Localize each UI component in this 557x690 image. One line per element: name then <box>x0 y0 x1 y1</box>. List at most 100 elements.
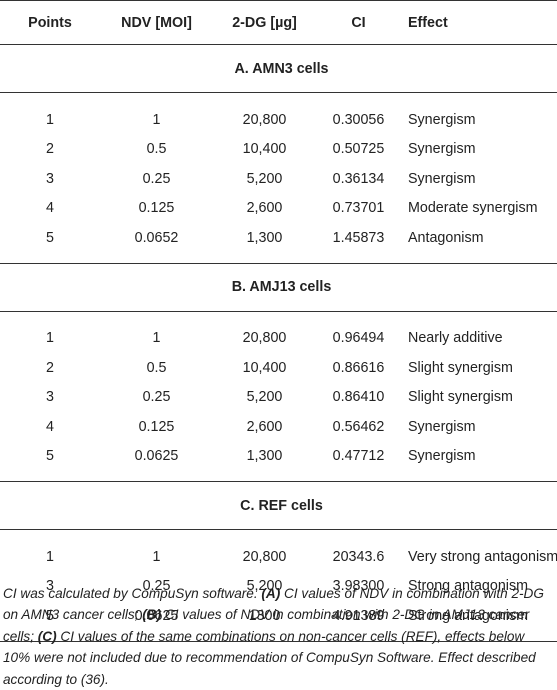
cell-ndv: 1 <box>152 330 161 347</box>
cell-2dg: 1,300 <box>246 448 283 465</box>
table-row: 3 0.25 5,200 0.86410 Slight synergism <box>0 383 557 413</box>
cell-ndv: 0.125 <box>138 418 175 435</box>
footnote-a-text: CI values of NDV in combination with 2-D… <box>3 586 544 623</box>
table-row: 2 0.5 10,400 0.50725 Synergism <box>0 135 557 165</box>
cell-2dg: 5,200 <box>246 389 283 406</box>
footnote-a-label: (A) <box>261 586 281 601</box>
cell-effect: Slight synergism <box>408 389 513 406</box>
cell-points: 3 <box>46 170 54 187</box>
section-spacer <box>0 530 557 543</box>
cell-ndv: 0.0652 <box>134 229 179 246</box>
cell-ci: 0.47712 <box>332 448 385 465</box>
cell-effect: Synergism <box>408 111 476 128</box>
table-body: A. AMN3 cells 1 1 20,800 0.30056 Synergism 2 0.… <box>0 44 557 642</box>
cell-effect: Synergism <box>408 418 476 435</box>
cell-ci: 20343.6 <box>332 548 385 565</box>
cell-ndv: 0.0625 <box>134 607 179 624</box>
cell-points: 2 <box>46 359 54 376</box>
table-row: 3 0.25 5,200 3.98300 Strong antagonism <box>0 572 557 602</box>
cell-points: 4 <box>46 418 54 435</box>
cell-points: 5 <box>46 607 54 624</box>
cell-ndv: 0.125 <box>138 200 175 217</box>
header-ndv: NDV [MOI] <box>100 0 213 45</box>
cell-ndv: 0.0625 <box>134 448 179 465</box>
cell-ci: 0.86410 <box>332 389 385 406</box>
table-row: 5 0.0652 1,300 1.45873 Antagonism <box>0 223 557 253</box>
cell-2dg: 2,600 <box>246 200 283 217</box>
cell-points: 4 <box>46 200 54 217</box>
cell-ndv: 0.25 <box>142 389 171 406</box>
cell-2dg: 5,200 <box>246 170 283 187</box>
cell-effect: Very strong antagonism <box>408 548 557 565</box>
header-effect: Effect <box>401 0 557 45</box>
cell-2dg: 1,300 <box>246 229 283 246</box>
cell-effect: Strong antagonism <box>408 578 529 595</box>
table-row: 1 1 20,800 0.96494 Nearly additive <box>0 324 557 354</box>
cell-ci: 4.91389 <box>332 607 385 624</box>
cell-2dg: 20,800 <box>242 548 287 565</box>
cell-ci: 0.96494 <box>332 330 385 347</box>
cell-ci: 0.30056 <box>332 111 385 128</box>
cell-ci: 0.56462 <box>332 418 385 435</box>
section-end-rule <box>0 630 557 642</box>
table-row: 1 1 20,800 0.30056 Synergism <box>0 105 557 135</box>
cell-points: 3 <box>46 578 54 595</box>
cell-effect: Slight synergism <box>408 359 513 376</box>
section-header-row: A. AMN3 cells <box>0 44 557 93</box>
section-title: A. AMN3 cells <box>0 44 557 93</box>
section-end-rule <box>0 471 557 482</box>
cell-2dg: 10,400 <box>242 359 287 376</box>
section-spacer <box>0 311 557 324</box>
table-row: 5 0.0625 1,300 0.47712 Synergism <box>0 442 557 472</box>
cell-ci: 1.45873 <box>332 229 385 246</box>
section-spacer <box>0 93 557 106</box>
cell-points: 1 <box>46 111 54 128</box>
table-header-row: Points NDV [MOI] 2-DG [µg] CI Effect <box>0 0 557 45</box>
table-row: 4 0.125 2,600 0.73701 Moderate synergism <box>0 194 557 224</box>
table-row: 2 0.5 10,400 0.86616 Slight synergism <box>0 353 557 383</box>
cell-effect: Antagonism <box>408 229 484 246</box>
ci-results-table: Points NDV [MOI] 2-DG [µg] CI Effect A. … <box>0 0 557 642</box>
cell-ndv: 1 <box>152 548 161 565</box>
header-points: Points <box>0 0 100 45</box>
cell-effect: Moderate synergism <box>408 200 538 217</box>
cell-points: 1 <box>46 330 54 347</box>
cell-ndv: 0.25 <box>142 578 171 595</box>
footnote-c-text: CI values of the same combinations on no… <box>3 628 536 687</box>
table-row: 4 0.125 2,600 0.56462 Synergism <box>0 412 557 442</box>
cell-2dg: 5,200 <box>246 578 283 595</box>
cell-effect: Nearly additive <box>408 330 503 347</box>
header-2dg: 2-DG [µg] <box>213 0 316 45</box>
cell-points: 1 <box>46 548 54 565</box>
section-title: B. AMJ13 cells <box>0 263 557 312</box>
cell-points: 2 <box>46 141 54 158</box>
cell-ndv: 0.25 <box>142 170 171 187</box>
cell-effect: Strong antagonism <box>408 607 529 624</box>
cell-2dg: 20,800 <box>242 111 287 128</box>
footnote-intro: CI was calculated by CompuSyn software. <box>3 586 262 601</box>
cell-ci: 3.98300 <box>332 578 385 595</box>
section-end-rule <box>0 252 557 264</box>
cell-effect: Synergism <box>408 141 476 158</box>
section-header-row: B. AMJ13 cells <box>0 263 557 312</box>
cell-ci: 0.86616 <box>332 359 385 376</box>
table-row: 3 0.25 5,200 0.36134 Synergism <box>0 164 557 194</box>
cell-effect: Synergism <box>408 448 476 465</box>
footnote-c-label: (C) <box>37 628 57 644</box>
cell-ndv: 0.5 <box>146 141 167 158</box>
cell-2dg: 10,400 <box>242 141 287 158</box>
section-title: C. REF cells <box>0 481 557 530</box>
cell-ci: 0.73701 <box>332 200 385 217</box>
cell-2dg: 1300 <box>248 607 281 624</box>
cell-points: 5 <box>46 448 54 465</box>
cell-ci: 0.36134 <box>332 170 385 187</box>
cell-2dg: 20,800 <box>242 330 287 347</box>
cell-2dg: 2,600 <box>246 418 283 435</box>
cell-points: 3 <box>46 389 54 406</box>
section-header-row: C. REF cells <box>0 481 557 530</box>
footnote-b-text: CI values of NDV in combination with 2-D… <box>3 607 530 644</box>
cell-ndv: 0.5 <box>146 359 167 376</box>
table-row: 1 1 20,800 20343.6 Very strong antagonism <box>0 542 557 572</box>
cell-effect: Synergism <box>408 170 476 187</box>
